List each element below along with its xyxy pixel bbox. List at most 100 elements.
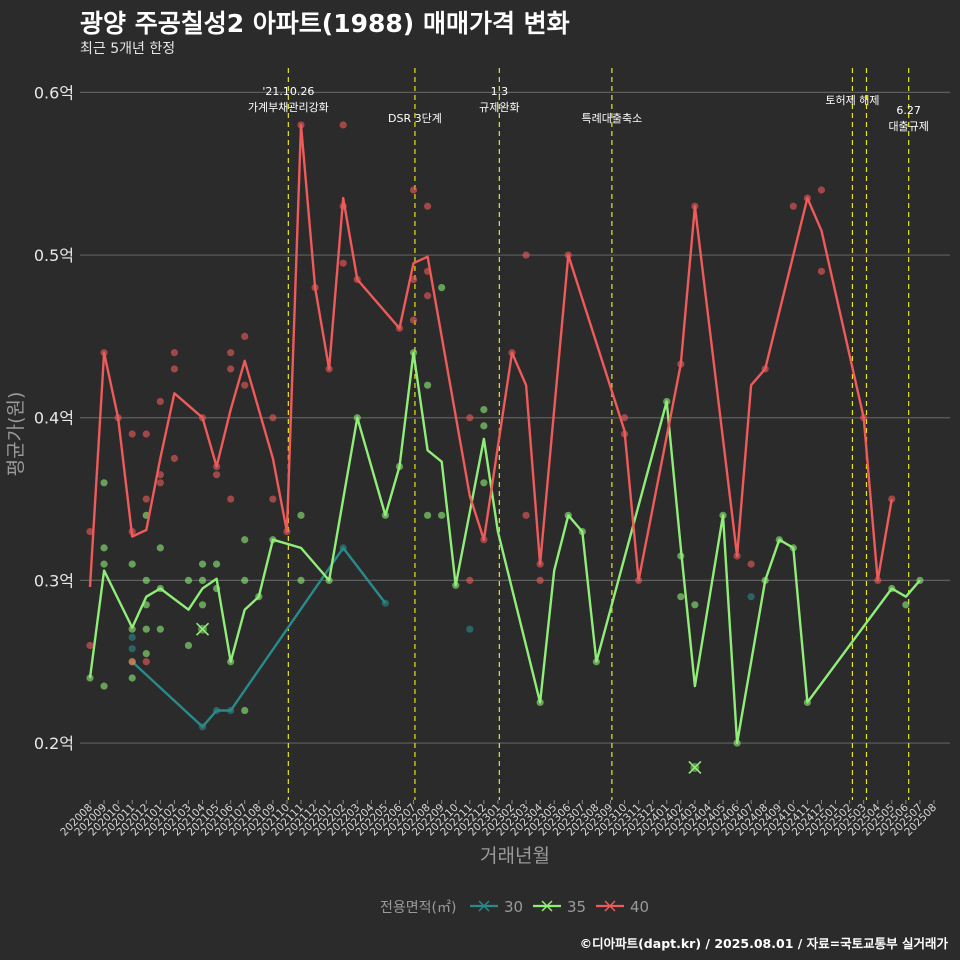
data-point <box>691 601 699 609</box>
y-tick-label: 0.5억 <box>34 246 74 265</box>
data-point <box>241 576 249 585</box>
y-tick-label: 0.6억 <box>34 83 74 102</box>
data-point <box>297 511 305 519</box>
legend-key-cross <box>604 900 616 912</box>
data-point <box>142 495 150 503</box>
data-point <box>170 349 178 357</box>
data-point <box>128 430 136 438</box>
data-point <box>424 202 432 210</box>
data-point <box>142 658 150 666</box>
data-point <box>128 674 136 682</box>
series-30 <box>128 544 755 731</box>
data-point <box>184 641 193 650</box>
data-point <box>480 422 488 430</box>
event-label: '21.10.26 <box>262 85 314 98</box>
event-label: 1.3 <box>491 85 509 98</box>
data-point <box>241 536 249 544</box>
legend-label: 40 <box>630 898 649 916</box>
data-point <box>817 267 826 275</box>
data-point <box>184 576 193 585</box>
chart-title: 광양 주공칠성2 아파트(1988) 매매가격 변화 <box>80 9 570 38</box>
data-point <box>269 495 277 503</box>
series-line <box>88 123 893 587</box>
data-point <box>409 186 418 194</box>
data-point <box>902 601 910 609</box>
data-point <box>438 284 446 292</box>
outlier-cross <box>195 622 210 636</box>
data-point <box>198 560 207 568</box>
y-tick-label: 0.4억 <box>34 409 74 428</box>
data-point <box>142 650 150 658</box>
event-label: 가계부채관리강화 <box>248 101 329 114</box>
data-point <box>424 292 432 300</box>
series-40 <box>86 121 896 666</box>
data-point <box>522 511 530 519</box>
data-point <box>227 495 235 503</box>
data-point <box>156 397 164 406</box>
data-point <box>536 576 544 585</box>
event-label: 특례대출축소 <box>582 112 643 125</box>
data-point <box>241 381 249 389</box>
event-label: 토허제 해제 <box>825 93 879 107</box>
y-axis-title: 평균가(원) <box>5 392 27 477</box>
data-point <box>213 471 221 479</box>
event-label: DSR 3단계 <box>388 112 442 125</box>
data-point <box>128 560 136 568</box>
data-point <box>339 121 347 129</box>
data-point <box>438 511 446 519</box>
data-point <box>522 251 530 259</box>
data-point <box>170 454 178 462</box>
data-point <box>424 381 432 389</box>
data-point <box>198 576 207 585</box>
data-point <box>480 479 488 487</box>
series-35 <box>86 284 924 775</box>
y-tick-label: 0.2억 <box>34 734 74 753</box>
event-label: 대출규제 <box>888 120 928 133</box>
data-point <box>86 528 94 536</box>
series-line <box>131 546 387 728</box>
data-point <box>241 706 249 715</box>
data-point <box>480 406 488 414</box>
data-point <box>747 593 755 601</box>
data-point <box>128 645 136 653</box>
data-point <box>142 625 150 633</box>
outlier-cross <box>688 760 702 775</box>
data-point <box>227 349 235 357</box>
series-line <box>88 351 921 745</box>
data-point <box>789 202 797 210</box>
data-point <box>817 186 826 194</box>
data-point <box>620 414 629 422</box>
data-point <box>86 641 94 650</box>
y-tick-label: 0.3억 <box>34 571 74 590</box>
data-point <box>142 430 150 438</box>
data-point <box>409 316 418 324</box>
data-point <box>142 576 150 585</box>
data-point <box>100 479 108 487</box>
data-point <box>227 365 235 373</box>
data-point <box>888 495 896 503</box>
data-point <box>466 414 474 422</box>
data-point <box>466 576 474 585</box>
data-point <box>156 479 164 487</box>
data-point <box>213 560 221 568</box>
data-point <box>747 560 755 568</box>
event-label: 규제완화 <box>479 101 519 114</box>
legend: 전용면적(㎡) 30 35 40 <box>380 898 649 916</box>
data-point <box>269 414 277 422</box>
data-point <box>677 593 685 601</box>
chart-subtitle: 최근 5개년 한정 <box>80 41 176 57</box>
legend-title: 전용면적(㎡) <box>380 900 456 916</box>
legend-key-cross <box>541 900 553 912</box>
legend-label: 35 <box>567 898 586 916</box>
data-point <box>241 332 249 340</box>
data-point <box>156 544 164 552</box>
event-label: 6.27 <box>896 104 921 117</box>
data-point <box>128 625 136 633</box>
data-point <box>100 560 108 568</box>
data-point <box>339 259 347 267</box>
data-point <box>170 365 178 373</box>
data-point <box>100 682 108 690</box>
legend-label: 30 <box>504 898 523 916</box>
source-caption: ©디아파트(dapt.kr) / 2025.08.01 / 자료=국토교통부 실… <box>579 936 948 951</box>
